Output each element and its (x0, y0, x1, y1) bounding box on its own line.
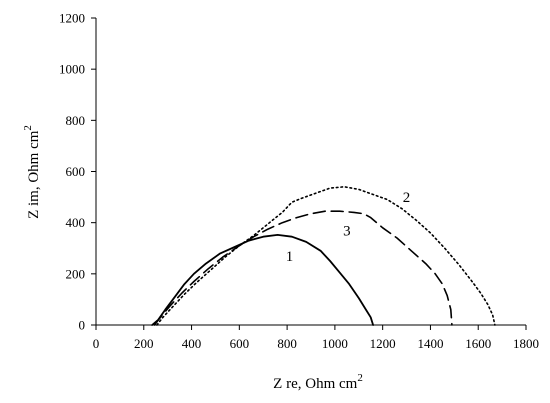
series-line-3 (153, 210, 453, 326)
y-tick-label: 1000 (59, 62, 85, 77)
y-axis-title-text: Z im, Ohm cm (26, 130, 42, 219)
y-tick-label: 600 (66, 164, 86, 179)
x-tick-label: 1800 (513, 336, 539, 351)
x-tick-label: 200 (134, 336, 154, 351)
y-axis-ticks: 0 200 400 600 800 1000 1200 (59, 11, 96, 333)
x-tick-label: 0 (93, 336, 100, 351)
series-labels: 1 2 3 (286, 190, 411, 265)
x-tick-label: 1200 (370, 336, 396, 351)
x-tick-label: 600 (230, 336, 250, 351)
x-tick-label: 1000 (322, 336, 348, 351)
y-tick-label: 1200 (59, 11, 85, 26)
y-axis-title-superscript: 2 (22, 125, 34, 131)
series-label-2: 2 (403, 190, 411, 206)
series-label-3: 3 (343, 223, 351, 239)
x-tick-label: 800 (277, 336, 297, 351)
x-tick-label: 400 (182, 336, 202, 351)
plot-frame (95, 18, 526, 326)
x-axis-ticks: 0 200 400 600 800 1000 1200 1400 1600 1800 (93, 325, 539, 351)
x-tick-label: 1600 (465, 336, 491, 351)
series-line-1 (151, 234, 374, 326)
y-tick-label: 200 (66, 266, 86, 281)
y-tick-label: 400 (66, 215, 86, 230)
y-tick-label: 0 (79, 318, 86, 333)
series-layer (151, 186, 496, 326)
x-axis-title-superscript: 2 (357, 372, 363, 384)
x-axis-title-text: Z re, Ohm cm (273, 376, 357, 392)
series-label-1: 1 (286, 249, 294, 265)
x-tick-label: 1400 (417, 336, 443, 351)
y-axis-title: Z im, Ohm cm2 (22, 125, 42, 219)
y-tick-label: 800 (66, 113, 86, 128)
series-line-2 (156, 186, 496, 326)
x-axis-title: Z re, Ohm cm2 (273, 372, 363, 392)
